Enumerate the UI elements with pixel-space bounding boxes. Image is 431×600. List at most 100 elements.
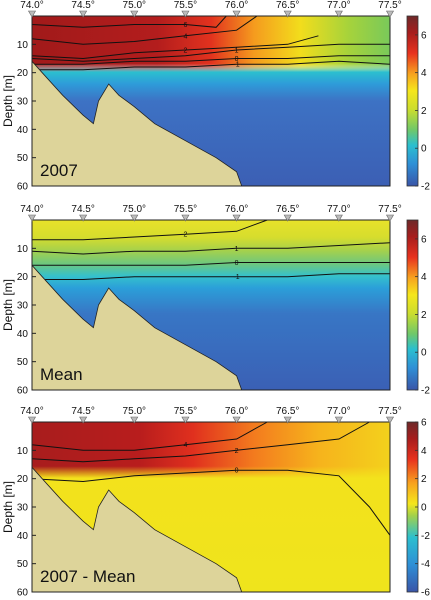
y-tick-label: 40: [17, 329, 29, 340]
station-marker: [27, 214, 37, 222]
colorbar-tick-label: -6: [421, 588, 430, 599]
contour-line: [31, 15, 258, 45]
station-marker: [130, 416, 139, 424]
station-marker: [232, 10, 241, 18]
y-tick-label: 10: [17, 244, 29, 255]
contour-label: 4: [183, 33, 187, 40]
station-marker: [385, 214, 395, 222]
colorbar-tick-label: 2: [421, 310, 427, 321]
colorbar-tick-label: 2: [421, 106, 427, 117]
contour-label: -1: [233, 274, 239, 281]
colorbar: [406, 15, 419, 187]
station-marker: [79, 416, 88, 424]
colorbar-tick-label: 4: [421, 446, 427, 457]
contour-line: [31, 43, 390, 62]
colorbar-tick-label: -4: [421, 559, 430, 570]
station-marker: [283, 416, 292, 424]
x-tick-label: 76.5°: [276, 0, 299, 11]
y-tick-label: 20: [17, 272, 29, 283]
y-tick-label: 20: [17, 68, 29, 79]
contour-line: [31, 242, 391, 255]
contour-line: [31, 35, 319, 60]
x-tick-label: 77.5°: [378, 0, 401, 11]
station-marker: [79, 10, 88, 18]
station-marker: [79, 214, 88, 222]
y-tick-label: 50: [17, 357, 29, 368]
colorbar-tick-label: 4: [421, 272, 427, 283]
contour-label: 0: [235, 56, 239, 63]
seabed: [31, 60, 243, 187]
station-marker: [283, 214, 292, 222]
colorbar-tick-label: -2: [421, 531, 430, 542]
x-tick-label: 77.5°: [378, 204, 401, 215]
colorbar-tick-label: -2: [421, 182, 430, 193]
colorbar-tick-label: 4: [421, 68, 427, 79]
colorbar-tick-label: 6: [421, 30, 427, 41]
y-tick-label: 10: [17, 446, 29, 457]
y-tick-label: 30: [17, 301, 29, 312]
x-tick-label: 74.5°: [71, 0, 94, 11]
contour-line: [32, 273, 390, 280]
station-marker: [334, 416, 343, 424]
colorbar-tick-label: 0: [421, 503, 427, 514]
x-tick-label: 75.0°: [123, 204, 146, 215]
y-tick-label: 60: [17, 386, 29, 397]
contour-line: [32, 60, 391, 71]
station-marker: [27, 10, 37, 18]
contour-line: [31, 421, 370, 463]
y-tick-label: 20: [17, 474, 29, 485]
contour-line: [31, 469, 391, 536]
x-tick-label: 75.0°: [123, 406, 146, 417]
x-tick-label: 75.5°: [174, 406, 197, 417]
x-tick-label: 77.5°: [378, 406, 401, 417]
station-marker: [181, 10, 190, 18]
station-marker: [385, 416, 395, 424]
y-tick-label: 40: [17, 125, 29, 136]
seabed: [31, 264, 243, 391]
contour-line: [31, 15, 227, 28]
contour-label: -1: [233, 62, 239, 69]
contour-label: 6: [183, 22, 187, 29]
station-marker: [232, 214, 241, 222]
contour-label: 0: [235, 260, 239, 267]
colorbar-tick-label: 0: [421, 144, 427, 155]
chart-panel: 210-174.0° 74.5° 75.0° 75.5° 76.0° 76.5° 77.0°…: [1, 204, 430, 397]
chart-panel: 642 10-174.0° 74.5° 75.0° 75.5° 76.0° 76.5° 77.…: [1, 0, 430, 193]
station-marker: [283, 10, 292, 18]
x-tick-label: 74.0°: [20, 0, 43, 11]
x-tick-label: 74.5°: [71, 204, 94, 215]
contour-line: [32, 219, 268, 241]
panel-label: 2007: [40, 161, 78, 180]
y-tick-label: 60: [17, 588, 29, 599]
contour-label: 1: [235, 246, 239, 253]
y-tick-label: 50: [17, 153, 29, 164]
x-tick-label: 74.5°: [71, 406, 94, 417]
colorbar: [406, 219, 419, 391]
x-tick-label: 74.0°: [20, 204, 43, 215]
contour-label: 2: [183, 232, 187, 239]
contour-label: 0: [235, 468, 239, 475]
y-tick-label: 30: [17, 503, 29, 514]
y-tick-label: 50: [17, 559, 29, 570]
contour-line: [32, 262, 390, 266]
y-axis-label: Depth [m]: [1, 481, 15, 533]
contour-line: [31, 421, 268, 451]
x-tick-label: 77.0°: [327, 406, 350, 417]
colorbar-tick-label: 2: [421, 474, 427, 485]
station-marker: [385, 10, 395, 18]
x-tick-label: 75.0°: [123, 0, 146, 11]
seabed: [31, 466, 243, 593]
y-tick-label: 10: [17, 40, 29, 51]
panel-label: 2007 - Mean: [40, 567, 135, 586]
x-tick-label: 75.5°: [174, 204, 197, 215]
x-tick-label: 77.0°: [327, 204, 350, 215]
station-marker: [181, 416, 190, 424]
panel-label: Mean: [40, 365, 83, 384]
station-marker: [130, 10, 139, 18]
y-tick-label: 30: [17, 97, 29, 108]
colorbar-tick-label: -2: [421, 386, 430, 397]
station-marker: [130, 214, 139, 222]
